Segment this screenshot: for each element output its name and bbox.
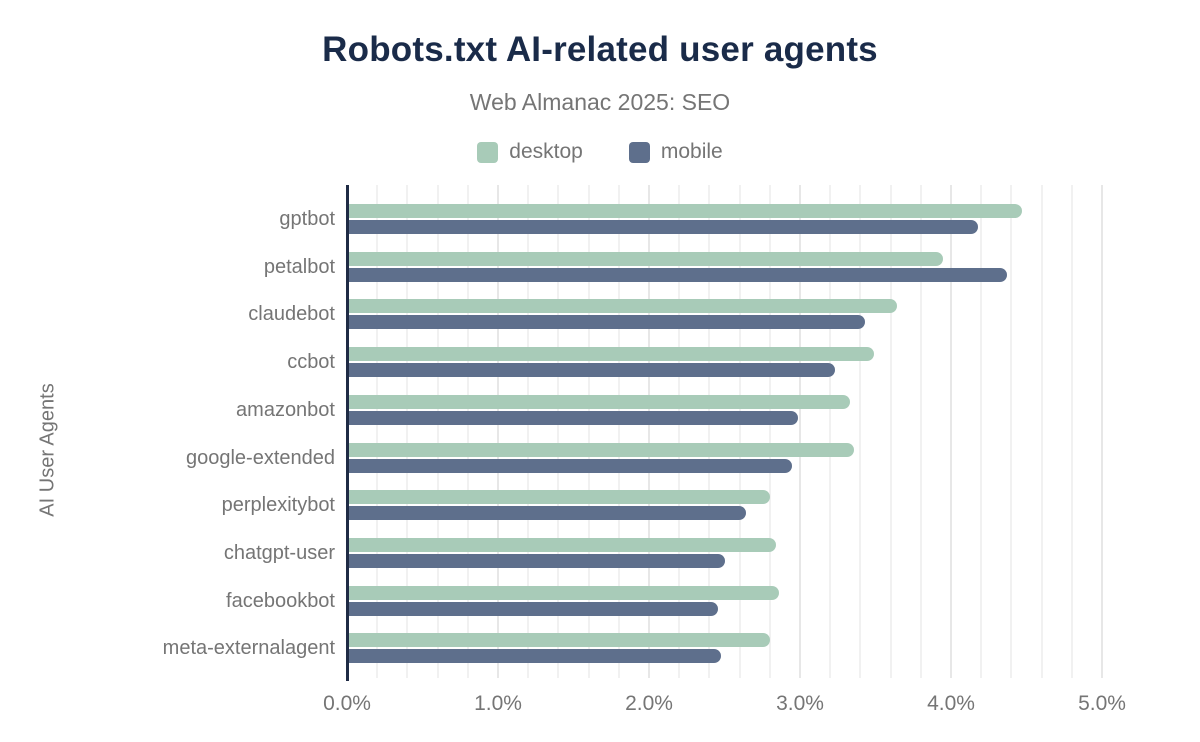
gridline-2.4pct [708, 185, 711, 678]
bar-mobile-meta-externalagent [347, 649, 722, 664]
legend-swatch-mobile [628, 141, 650, 163]
bar-mobile-google-extended [347, 458, 793, 473]
category-label-petalbot: petalbot [263, 255, 335, 278]
bar-mobile-facebookbot [347, 601, 719, 616]
bar-mobile-gptbot [347, 220, 979, 234]
bar-desktop-claudebot [347, 299, 897, 314]
bar-desktop-ccbot [347, 347, 874, 362]
gridline-3.8pct [919, 185, 922, 678]
gridline-2.6pct [738, 185, 741, 678]
gridline-4.8pct [1070, 185, 1073, 678]
x-tick-label-3.0%: 3.0% [776, 692, 824, 715]
gridline-3.0pct [799, 185, 801, 678]
gridline-3.6pct [889, 185, 892, 678]
legend-swatch-desktop [477, 141, 499, 163]
bar-desktop-google-extended [347, 442, 855, 457]
gridline-2.0pct [648, 185, 650, 678]
gridline-4.4pct [1010, 185, 1013, 678]
chart-header: Robots.txt AI-related user agents Web Al… [0, 0, 1200, 164]
y-axis-line [346, 185, 349, 681]
gridline-5.0pct [1101, 185, 1103, 678]
gridline-2.2pct [678, 185, 681, 678]
legend-item-mobile: mobile [628, 140, 723, 164]
gridline-1.8pct [617, 185, 620, 678]
gridline-4.0pct [950, 185, 952, 678]
category-label-claudebot: claudebot [248, 303, 335, 326]
gridline-0.8pct [466, 185, 469, 678]
gridline-1.2pct [527, 185, 530, 678]
category-label-amazonbot: amazonbot [236, 398, 335, 421]
category-label-perplexitybot: perplexitybot [221, 494, 335, 517]
bar-desktop-petalbot [347, 251, 944, 266]
gridline-0.6pct [436, 185, 439, 678]
bar-mobile-perplexitybot [347, 506, 746, 521]
bar-mobile-claudebot [347, 315, 865, 330]
category-label-facebookbot: facebookbot [226, 589, 335, 612]
gridline-4.6pct [1040, 185, 1043, 678]
gridline-2.8pct [768, 185, 771, 678]
x-tick-label-1.0%: 1.0% [474, 692, 522, 715]
category-label-google-extended: google-extended [185, 446, 335, 469]
gridline-1.0pct [497, 185, 499, 678]
bar-desktop-perplexitybot [347, 490, 770, 505]
gridline-0.4pct [406, 185, 409, 678]
category-label-meta-externalagent: meta-externalagent [162, 637, 335, 660]
legend: desktop mobile [0, 140, 1200, 164]
bar-mobile-chatgpt-user [347, 553, 725, 568]
bar-mobile-ccbot [347, 363, 835, 378]
bar-desktop-gptbot [347, 204, 1022, 218]
gridline-3.2pct [829, 185, 832, 678]
gridline-1.6pct [587, 185, 590, 678]
category-label-ccbot: ccbot [287, 351, 335, 374]
x-tick-label-0.0%: 0.0% [323, 692, 371, 715]
gridline-0.2pct [376, 185, 379, 678]
bar-desktop-chatgpt-user [347, 537, 776, 552]
gridline-3.4pct [859, 185, 862, 678]
bar-desktop-facebookbot [347, 585, 779, 600]
chart-title: Robots.txt AI-related user agents [322, 30, 878, 69]
x-tick-label-4.0%: 4.0% [927, 692, 975, 715]
legend-label-mobile: mobile [660, 140, 723, 163]
chart-subtitle: Web Almanac 2025: SEO [469, 89, 731, 115]
x-tick-label-5.0%: 5.0% [1078, 692, 1126, 715]
category-label-chatgpt-user: chatgpt-user [223, 541, 335, 564]
bar-desktop-amazonbot [347, 394, 850, 409]
bar-desktop-meta-externalagent [347, 633, 770, 648]
category-label-gptbot: gptbot [279, 208, 335, 230]
x-tick-label-2.0%: 2.0% [625, 692, 673, 715]
bar-mobile-petalbot [347, 267, 1007, 282]
gridline-4.2pct [980, 185, 983, 678]
legend-item-desktop: desktop [477, 140, 583, 164]
gridline-1.4pct [557, 185, 560, 678]
bar-mobile-amazonbot [347, 410, 799, 425]
legend-label-desktop: desktop [509, 140, 583, 163]
